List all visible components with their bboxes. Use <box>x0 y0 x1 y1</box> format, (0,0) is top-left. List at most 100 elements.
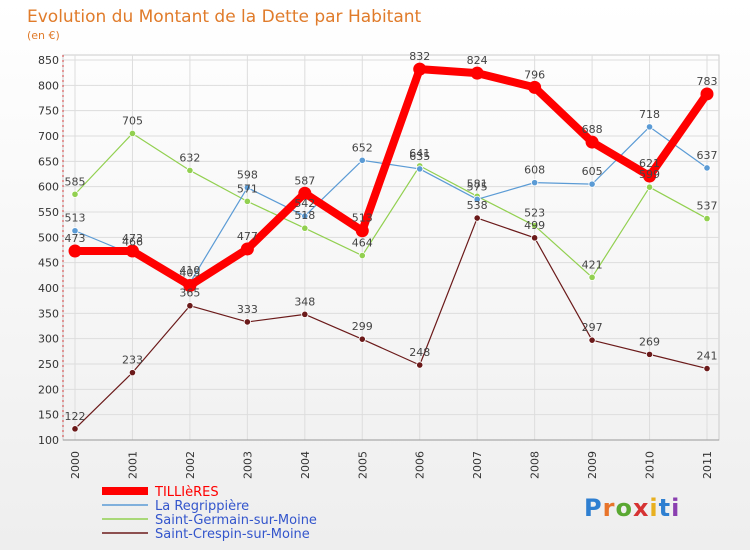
data-label: 796 <box>524 68 545 81</box>
data-label: 598 <box>237 169 258 182</box>
data-label: 241 <box>697 350 718 363</box>
x-tick-label: 2008 <box>529 451 542 479</box>
series-point-0 <box>298 186 312 200</box>
series-point-0 <box>470 66 484 80</box>
data-label: 637 <box>697 149 718 162</box>
plot-frame <box>62 54 720 441</box>
data-label: 538 <box>467 199 488 212</box>
data-label: 299 <box>352 320 373 333</box>
data-label: 688 <box>582 123 603 136</box>
y-tick-label: 400 <box>38 282 59 295</box>
data-label: 575 <box>467 180 488 193</box>
x-tick-label: 2003 <box>241 451 254 479</box>
data-label: 513 <box>352 212 373 225</box>
series-point-2 <box>128 129 137 138</box>
data-label: 783 <box>697 75 718 88</box>
series-point-3 <box>588 336 596 344</box>
chart-subtitle: (en €) <box>27 29 60 42</box>
series-point-1 <box>588 180 596 188</box>
series-point-2 <box>71 190 79 198</box>
series-point-3 <box>243 318 251 326</box>
y-tick-label: 300 <box>38 333 59 346</box>
data-label: 581 <box>467 177 488 190</box>
x-tick-label: 2010 <box>644 451 657 479</box>
data-label: 605 <box>582 165 603 178</box>
series-point-0 <box>528 80 542 94</box>
chart-title: Evolution du Montant de la Dette par Hab… <box>27 7 422 27</box>
data-label: 499 <box>524 219 545 232</box>
y-tick-label: 850 <box>38 54 59 67</box>
data-label: 421 <box>582 258 603 271</box>
data-label: 621 <box>639 157 660 170</box>
y-tick-label: 200 <box>38 383 59 396</box>
grid-layer <box>62 54 720 441</box>
y-tick-label: 500 <box>38 231 59 244</box>
data-label-layer: 473 473 405 477 587 513 832 824 796 688 621 783 513 4… <box>65 50 718 423</box>
series-point-2 <box>243 197 251 205</box>
series-point-3 <box>71 425 79 433</box>
series-point-1 <box>645 123 654 131</box>
y-tick-label: 450 <box>38 257 59 270</box>
data-label: 587 <box>294 174 315 187</box>
data-label: 705 <box>122 114 143 127</box>
series-point-0 <box>240 242 254 256</box>
x-tick-label: 2000 <box>69 451 82 479</box>
data-label: 477 <box>237 230 258 243</box>
series-point-0 <box>700 87 714 101</box>
series-point-3 <box>186 302 194 310</box>
y-tick-label: 700 <box>38 130 59 143</box>
series-point-3 <box>645 350 654 358</box>
x-tick-label: 2007 <box>471 451 484 479</box>
series-layer <box>68 62 714 433</box>
data-label: 297 <box>582 321 603 334</box>
legend-label: La Regrippière <box>155 499 249 514</box>
x-tick-label: 2002 <box>184 451 197 479</box>
series-point-1 <box>416 165 424 173</box>
data-label: 571 <box>237 182 258 195</box>
series-point-1 <box>301 212 309 220</box>
data-label: 473 <box>122 232 143 245</box>
data-label: 405 <box>179 266 200 279</box>
x-tick-label: 2001 <box>126 451 139 479</box>
y-tick-label: 650 <box>38 155 59 168</box>
series-point-1 <box>531 179 539 187</box>
axis-layer: 100 150 200 250 300 350 400 450 500 550 600 650 700 7… <box>38 54 719 479</box>
data-label: 269 <box>639 335 660 348</box>
data-label: 599 <box>639 168 660 181</box>
data-label: 348 <box>294 295 315 308</box>
series-point-3 <box>128 369 137 377</box>
series-point-0 <box>643 169 657 183</box>
series-point-2 <box>301 224 309 232</box>
series-point-0 <box>183 278 197 292</box>
x-tick-label: 2011 <box>701 451 714 479</box>
data-label: 523 <box>524 207 545 220</box>
series-point-1 <box>71 227 79 235</box>
series-line-3 <box>74 217 708 430</box>
data-label: 122 <box>65 410 86 423</box>
series-point-2 <box>588 273 596 281</box>
data-label: 464 <box>352 237 373 250</box>
y-tick-label: 800 <box>38 79 59 92</box>
series-point-0 <box>355 224 369 238</box>
series-point-2 <box>186 166 194 175</box>
series-point-3 <box>703 364 711 373</box>
data-label: 608 <box>524 164 545 177</box>
x-tick-label: 2006 <box>414 451 427 479</box>
y-tick-label: 150 <box>38 409 59 422</box>
data-label: 832 <box>409 50 430 63</box>
y-tick-label: 100 <box>38 434 59 447</box>
series-point-1 <box>703 164 711 172</box>
y-tick-label: 550 <box>38 206 59 219</box>
data-label: 365 <box>179 287 200 300</box>
series-point-2 <box>703 214 711 223</box>
data-label: 233 <box>122 354 143 367</box>
data-label: 410 <box>179 264 200 277</box>
y-tick-label: 750 <box>38 105 59 118</box>
legend-label: Saint-Germain-sur-Moine <box>155 513 317 528</box>
series-point-3 <box>531 234 539 242</box>
series-point-0 <box>585 135 599 149</box>
x-tick-label: 2005 <box>356 451 369 479</box>
